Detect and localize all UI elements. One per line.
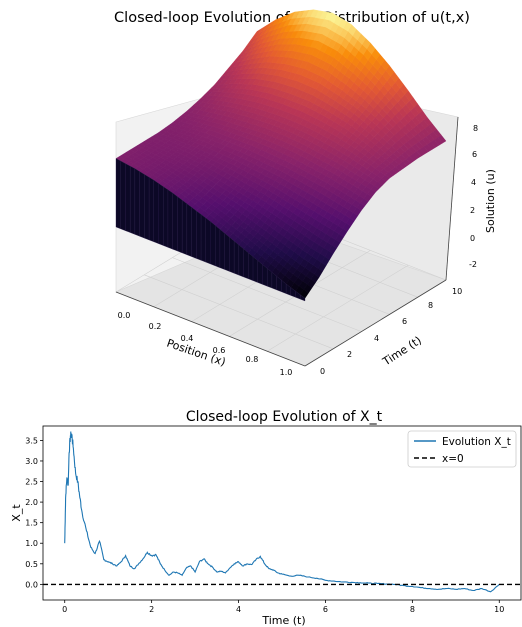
legend-label-x0: x=0	[442, 453, 464, 465]
x-tick-label: 6	[323, 605, 328, 614]
x-tick-label: 0	[62, 605, 67, 614]
surface-front-face	[134, 168, 140, 237]
z-tick-label: 0	[470, 234, 475, 243]
line-ticks: 0 2 4 6 8 10 0.0 0.5 1.0 1.5 2.0 2.5 3.0 3.5	[25, 436, 504, 614]
surface-front-face	[219, 229, 225, 270]
y-tick-label: 3.0	[25, 457, 38, 466]
surface-front-face	[238, 244, 244, 278]
z-tick-label: 4	[471, 178, 476, 187]
surface-front-face	[229, 236, 235, 274]
surface-front-face	[186, 203, 192, 257]
surface-front-face	[262, 264, 268, 287]
legend-label-evolution: Evolution X_t	[442, 436, 511, 448]
line-chart: Closed-loop Evolution of X_t 0 2 4 6 8 100.00…	[10, 409, 522, 627]
surface-front-face	[252, 256, 258, 283]
line-chart-title: Closed-loop Evolution of X_t	[186, 409, 383, 425]
y-tick-label: 3.5	[25, 436, 38, 445]
x-axis-line	[115, 291, 306, 367]
surface-front-face	[148, 177, 154, 243]
y-axis-line	[304, 279, 447, 367]
x-tick-label: 4	[236, 605, 241, 614]
surface-patch	[253, 28, 262, 37]
surface-front-face	[210, 221, 216, 267]
legend: Evolution X_t x=0	[407, 430, 517, 468]
x-tick-label: 10	[494, 605, 504, 614]
surface-front-face	[257, 260, 263, 285]
line-y-axis-label: X_t	[10, 504, 23, 522]
x-tick-label: 0.2	[149, 322, 162, 331]
surface-front-face	[248, 252, 254, 281]
surface-front-face	[177, 196, 183, 254]
floor-gridline	[144, 274, 334, 350]
z-axis-line	[445, 116, 459, 281]
z-tick-label: -2	[469, 260, 477, 269]
y-tick-label: 1.5	[25, 519, 38, 528]
y-tick-label: 6	[402, 317, 407, 326]
x-tick-labels: 0.0 0.2 0.4 0.6 0.8 1.0	[118, 311, 293, 377]
surface-front-face	[167, 189, 173, 250]
z-tick-label: 2	[470, 206, 475, 215]
surface-front-face	[130, 165, 136, 235]
x-tick-label: 0.4	[181, 334, 194, 343]
x-tick-label: 0.6	[213, 346, 226, 355]
surface-front-face	[172, 192, 178, 252]
floor-gridline	[267, 264, 409, 352]
y-tick-label: 0.0	[25, 580, 38, 589]
surface-front-face	[205, 217, 211, 265]
y-tick-label: 2	[347, 350, 352, 359]
series-line-evolution	[64, 431, 500, 593]
surface-front-face	[153, 179, 159, 244]
y-tick-label: 0	[320, 367, 325, 376]
surface-front-face	[181, 199, 188, 255]
z-tick-label: 8	[473, 124, 478, 133]
surface-front-face	[125, 163, 131, 233]
y-tick-label: 1.0	[25, 539, 38, 548]
surface-front-face	[158, 183, 164, 246]
surface-front-face	[144, 174, 150, 241]
surface-front-face	[120, 160, 126, 231]
x-tick-label: 0.8	[246, 355, 259, 364]
surface-front-face	[196, 210, 202, 261]
surface-front-face	[300, 294, 306, 302]
surface-front-face	[200, 214, 206, 263]
y-axis-label: Time (t)	[380, 334, 424, 369]
y-tick-labels: 0 2 4 6 8 10	[320, 287, 462, 376]
surface-front-face	[191, 206, 197, 259]
y-tick-label: 10	[452, 287, 462, 296]
surface-chart: Closed-loop Evolution of the Distributio…	[114, 9, 497, 377]
x-tick-label: 8	[410, 605, 415, 614]
surface-front-face	[215, 225, 221, 268]
surface-front-face	[139, 171, 145, 239]
surface-front-face	[233, 240, 240, 276]
surface-front-face	[115, 158, 121, 230]
surface-front-face	[163, 186, 169, 248]
surface-front-face	[224, 232, 230, 272]
z-tick-labels: -2 0 2 4 6 8	[469, 124, 478, 269]
line-series	[43, 431, 521, 593]
surface-front-face	[243, 248, 249, 280]
x-axis-label: Position (x)	[165, 337, 227, 369]
x-tick-label: 2	[149, 605, 154, 614]
y-tick-label: 0.5	[25, 560, 38, 569]
floor-gridline	[172, 257, 362, 332]
y-tick-label: 2.5	[25, 478, 38, 487]
line-x-axis-label: Time (t)	[261, 614, 305, 627]
z-tick-label: 6	[472, 150, 477, 159]
y-tick-label: 2.0	[25, 498, 38, 507]
surface-mesh	[115, 9, 447, 302]
x-tick-label: 0.0	[118, 311, 131, 320]
y-tick-label: 4	[374, 334, 379, 343]
x-tick-label: 1.0	[280, 368, 293, 377]
z-axis-label: Solution (u)	[484, 169, 497, 233]
y-tick-label: 8	[428, 301, 433, 310]
